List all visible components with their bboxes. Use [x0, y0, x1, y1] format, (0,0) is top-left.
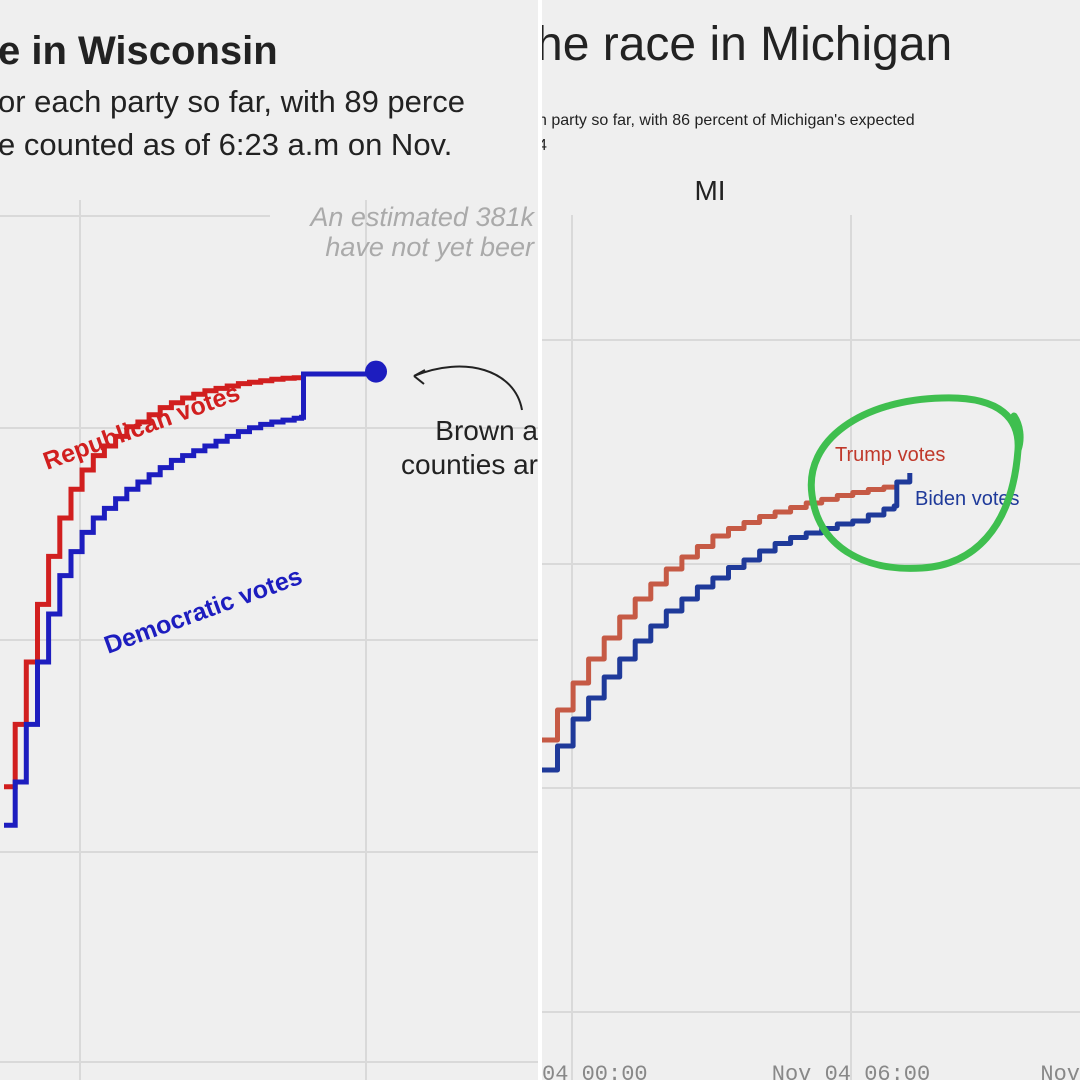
x-axis-tick-label: Nov [1040, 1062, 1080, 1080]
wisconsin-chart-title: e in Wisconsin [0, 29, 278, 73]
michigan-chart-panel: he race in Michigan h party so far, with… [542, 0, 1080, 1080]
democratic-endpoint-dot [365, 360, 387, 383]
wisconsin-uncounted-note-line-2: have not yet beer [325, 232, 535, 262]
michigan-gridlines [542, 215, 1080, 1080]
panel-divider [538, 0, 542, 1080]
republican-votes-line [4, 375, 305, 790]
x-axis-tick-label: Nov 04 06:00 [772, 1062, 930, 1080]
trump-votes-line [542, 484, 897, 743]
michigan-chart-title: he race in Michigan [542, 18, 952, 71]
wisconsin-chart: e in Wisconsin or each party so far, wit… [0, 29, 538, 1080]
michigan-chart-subtitle-line-1: h party so far, with 86 percent of Michi… [542, 112, 915, 129]
michigan-x-axis-ticks: 04 00:00 Nov 04 06:00 Nov [542, 1062, 1080, 1080]
wisconsin-chart-subtitle-line-1: or each party so far, with 89 perce [0, 84, 465, 119]
wisconsin-chart-panel: e in Wisconsin or each party so far, wit… [0, 0, 538, 1080]
michigan-series-lines [542, 473, 913, 773]
wisconsin-series-lines [4, 360, 387, 828]
biden-votes-line [542, 473, 913, 773]
democratic-votes-label: Democratic votes [100, 562, 305, 660]
democratic-votes-line [4, 371, 379, 828]
x-axis-tick-label: 04 00:00 [542, 1062, 648, 1080]
callout-arrow-icon [413, 365, 523, 411]
callout-arrowhead-icon [413, 369, 426, 385]
biden-votes-label: Biden votes [915, 488, 1020, 510]
wisconsin-uncounted-note-line-1: An estimated 381k [308, 202, 535, 232]
michigan-chart-subtitle-line-2: 4 [542, 137, 547, 154]
wisconsin-callout-line-2: counties ar [401, 449, 538, 480]
michigan-chart: he race in Michigan h party so far, with… [542, 18, 1080, 1080]
wisconsin-callout-line-1: Brown a [435, 415, 538, 446]
trump-votes-label: Trump votes [835, 444, 945, 466]
michigan-state-label: MI [694, 175, 725, 206]
wisconsin-gridlines [0, 200, 538, 1080]
hand-drawn-green-circle-icon [807, 394, 1024, 572]
wisconsin-chart-subtitle-line-2: e counted as of 6:23 a.m on Nov. [0, 127, 452, 162]
